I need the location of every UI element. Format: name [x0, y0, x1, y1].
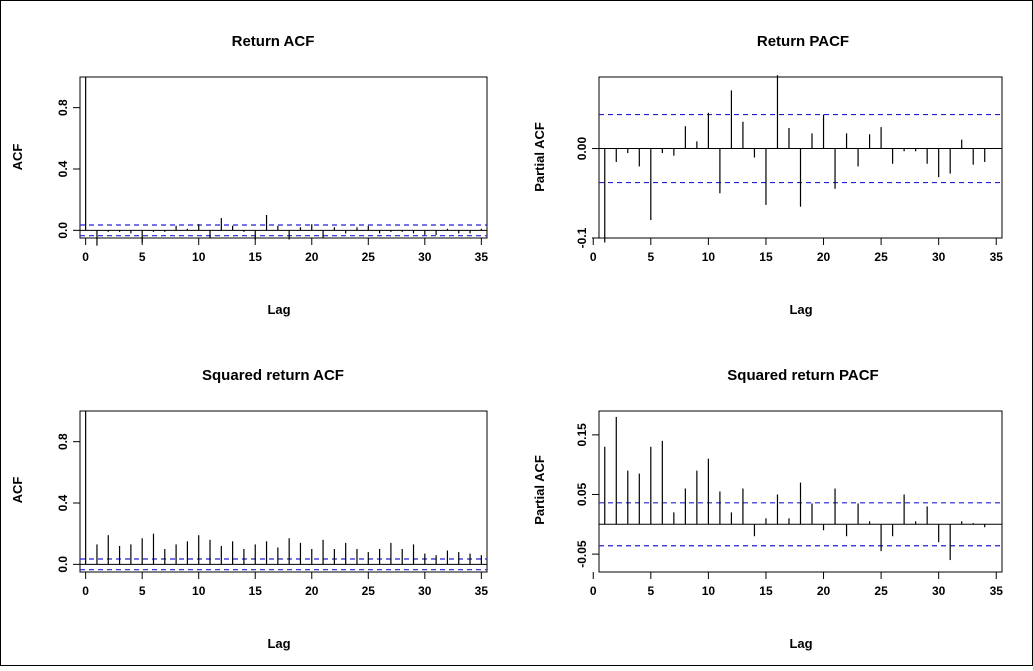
- panel-3-x-tick-label: 30: [418, 584, 432, 598]
- panel-3-plot-frame: [79, 410, 488, 573]
- panel-1-ylabel: ACF: [10, 144, 25, 171]
- panel-1-x-tick-label: 35: [475, 250, 489, 264]
- panel-2-y-tick-label: 0.00: [575, 137, 589, 161]
- panel-2-plot-frame: [598, 76, 1003, 239]
- panel-1-x-tick-label: 10: [192, 250, 206, 264]
- panel-2-ylabel: Partial ACF: [532, 122, 547, 192]
- panel-2-x-tick-label: 30: [932, 250, 946, 264]
- panel-4-title: Squared return PACF: [727, 367, 878, 384]
- panel-4-x-tick-label: 35: [990, 584, 1004, 598]
- panel-2-x-tick-label: 15: [759, 250, 773, 264]
- panel-1-x-tick-label: 5: [139, 250, 146, 264]
- plot-layer: 0 5 10 15 20 25 30 35 0.0 0.4 0.8 0 5 10 15 20 25 30 35 -0.…: [56, 75, 1003, 598]
- panel-2-x-tick-label: 20: [817, 250, 831, 264]
- panel-3: 0 5 10 15 20 25 30 35 0.0 0.4 0.8: [56, 410, 489, 598]
- panel-1-title: Return ACF: [232, 33, 315, 50]
- panel-1-plot-frame: [79, 76, 488, 239]
- panel-4-x-tick-label: 10: [702, 584, 716, 598]
- panel-3-x-tick-label: 10: [192, 584, 206, 598]
- panel-4-x-tick-label: 5: [647, 584, 654, 598]
- panel-4: 0 5 10 15 20 25 30 35 -0.05 0.05 0.15: [575, 410, 1004, 598]
- panel-4-x-tick-label: 0: [590, 584, 597, 598]
- panel-2-xlabel: Lag: [789, 302, 812, 317]
- panel-3-title: Squared return ACF: [202, 367, 344, 384]
- panel-3-xlabel: Lag: [267, 636, 290, 651]
- panel-3-x-tick-label: 0: [82, 584, 89, 598]
- panel-1-x-tick-label: 0: [82, 250, 89, 264]
- panel-3-x-tick-label: 35: [475, 584, 489, 598]
- panel-3-y-tick-label: 0.4: [56, 494, 70, 511]
- panel-4-x-tick-label: 20: [817, 584, 831, 598]
- panel-1-y-tick-label: 0.8: [56, 99, 70, 116]
- panel-2-x-tick-label: 0: [590, 250, 597, 264]
- panel-4-x-tick-label: 15: [759, 584, 773, 598]
- panel-1-y-tick-label: 0.0: [56, 222, 70, 239]
- panel-3-x-tick-label: 20: [305, 584, 319, 598]
- panel-1-x-tick-label: 25: [362, 250, 376, 264]
- panel-2-x-tick-label: 35: [990, 250, 1004, 264]
- panel-2-x-tick-label: 25: [874, 250, 888, 264]
- panel-1-xlabel: Lag: [267, 302, 290, 317]
- panel-2-x-tick-label: 10: [702, 250, 716, 264]
- panel-4-x-tick-label: 30: [932, 584, 946, 598]
- panel-2-y-tick-label: -0.1: [575, 227, 589, 248]
- panel-4-plot-frame: [598, 410, 1003, 573]
- panel-3-ylabel: ACF: [10, 477, 25, 504]
- panel-2-title: Return PACF: [757, 33, 849, 50]
- panel-3-x-tick-label: 5: [139, 584, 146, 598]
- panel-4-ylabel: Partial ACF: [532, 455, 547, 525]
- panel-4-x-tick-label: 25: [874, 584, 888, 598]
- panel-2-x-tick-label: 5: [647, 250, 654, 264]
- panel-3-y-tick-label: 0.8: [56, 433, 70, 450]
- panel-3-y-tick-label: 0.0: [56, 556, 70, 573]
- panel-1: 0 5 10 15 20 25 30 35 0.0 0.4 0.8: [56, 76, 489, 264]
- panel-4-y-tick-label: 0.05: [575, 482, 589, 506]
- panel-4-y-tick-label: 0.15: [575, 423, 589, 447]
- panel-4-y-tick-label: -0.05: [575, 540, 589, 568]
- panel-1-x-tick-label: 30: [418, 250, 432, 264]
- panel-3-x-tick-label: 15: [249, 584, 263, 598]
- panel-2: 0 5 10 15 20 25 30 35 -0.1 0.00: [575, 75, 1003, 264]
- panel-1-x-tick-label: 15: [249, 250, 263, 264]
- panel-1-y-tick-label: 0.4: [56, 160, 70, 177]
- panel-1-x-tick-label: 20: [305, 250, 319, 264]
- panel-4-xlabel: Lag: [789, 636, 812, 651]
- panel-3-x-tick-label: 25: [362, 584, 376, 598]
